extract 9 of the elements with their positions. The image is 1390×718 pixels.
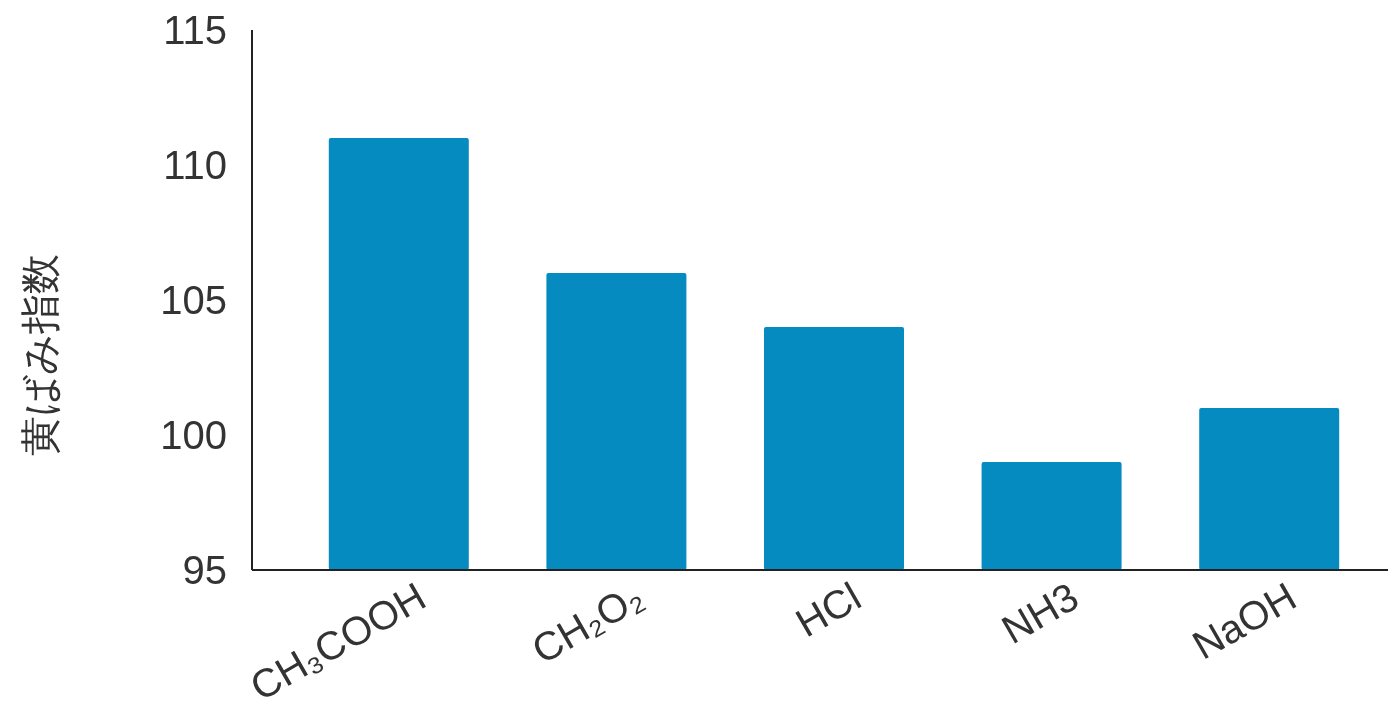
y-tick-label: 100 (160, 413, 227, 457)
x-tick-label: HCl (788, 573, 868, 646)
x-tick-label: CH₂O₂ (524, 573, 651, 672)
y-tick-label: 105 (160, 278, 227, 322)
y-tick-label: 115 (163, 8, 227, 52)
y-axis-title: 黄ばみ指数 (18, 254, 62, 456)
y-tick-label: 95 (182, 548, 227, 592)
x-tick-label: NH3 (994, 573, 1086, 652)
y-tick-label: 110 (163, 143, 227, 187)
